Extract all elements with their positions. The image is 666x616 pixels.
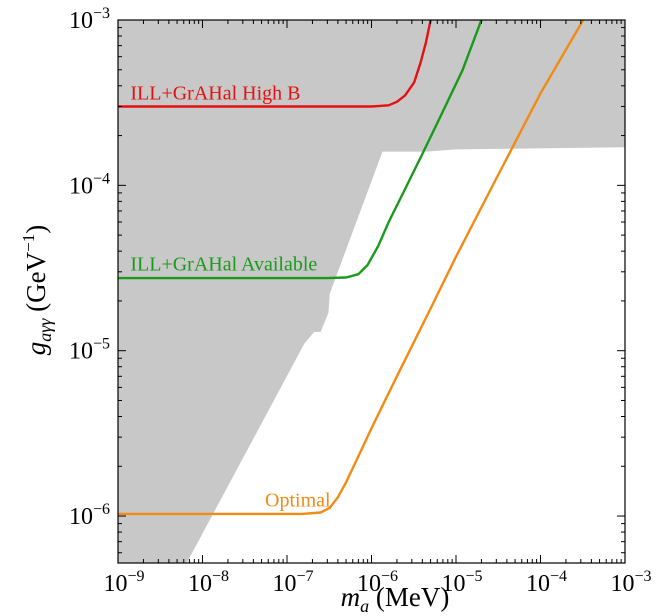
- y-axis-unit-pre: (GeV: [21, 251, 51, 318]
- x-axis-var: m: [341, 582, 361, 612]
- y-axis-var: g: [21, 342, 51, 356]
- series-layer: [118, 20, 585, 516]
- series-line-1: [118, 20, 483, 280]
- x-axis-unit: (MeV): [369, 582, 449, 612]
- x-tick-label: 10−6: [357, 568, 398, 597]
- y-tick-label: 10−3: [69, 5, 110, 34]
- y-axis-title: gaγγ (GeV−1): [19, 225, 55, 356]
- curve-label-1: ILL+GrAHal Available: [130, 254, 317, 276]
- x-axis-sub: a: [360, 596, 369, 616]
- x-tick-label: 10−4: [526, 568, 567, 597]
- excluded-region-layer: [118, 20, 625, 563]
- curve-label-2: Optimal: [265, 490, 331, 512]
- series-line-2: [118, 20, 585, 516]
- tick-labels-layer: 10−9 10−8 10−7 10−6 10−5 10−4 10−3 10−6 10−5 10−4…: [69, 5, 652, 597]
- x-tick-label: 10−9: [103, 568, 144, 597]
- y-axis-unit-sup: −1: [19, 234, 38, 252]
- x-tick-label: 10−7: [272, 568, 313, 597]
- tick-marks-layer: [117, 19, 626, 563]
- x-tick-label: 10−3: [610, 568, 651, 597]
- annotations-layer: ILL+GrAHal High B ILL+GrAHal Available Opt…: [130, 83, 331, 512]
- y-axis-unit-post: ): [21, 225, 51, 234]
- curve-label-0: ILL+GrAHal High B: [130, 83, 300, 105]
- y-axis-sub: aγγ: [35, 318, 55, 342]
- y-tick-label: 10−5: [69, 336, 110, 365]
- x-tick-label: 10−8: [188, 568, 229, 597]
- y-tick-label: 10−6: [69, 501, 110, 530]
- excluded-region: [118, 20, 625, 563]
- x-axis-title: ma (MeV): [341, 582, 450, 616]
- x-tick-label: 10−5: [441, 568, 482, 597]
- y-tick-label: 10−4: [69, 170, 110, 199]
- series-line-0: [118, 20, 432, 108]
